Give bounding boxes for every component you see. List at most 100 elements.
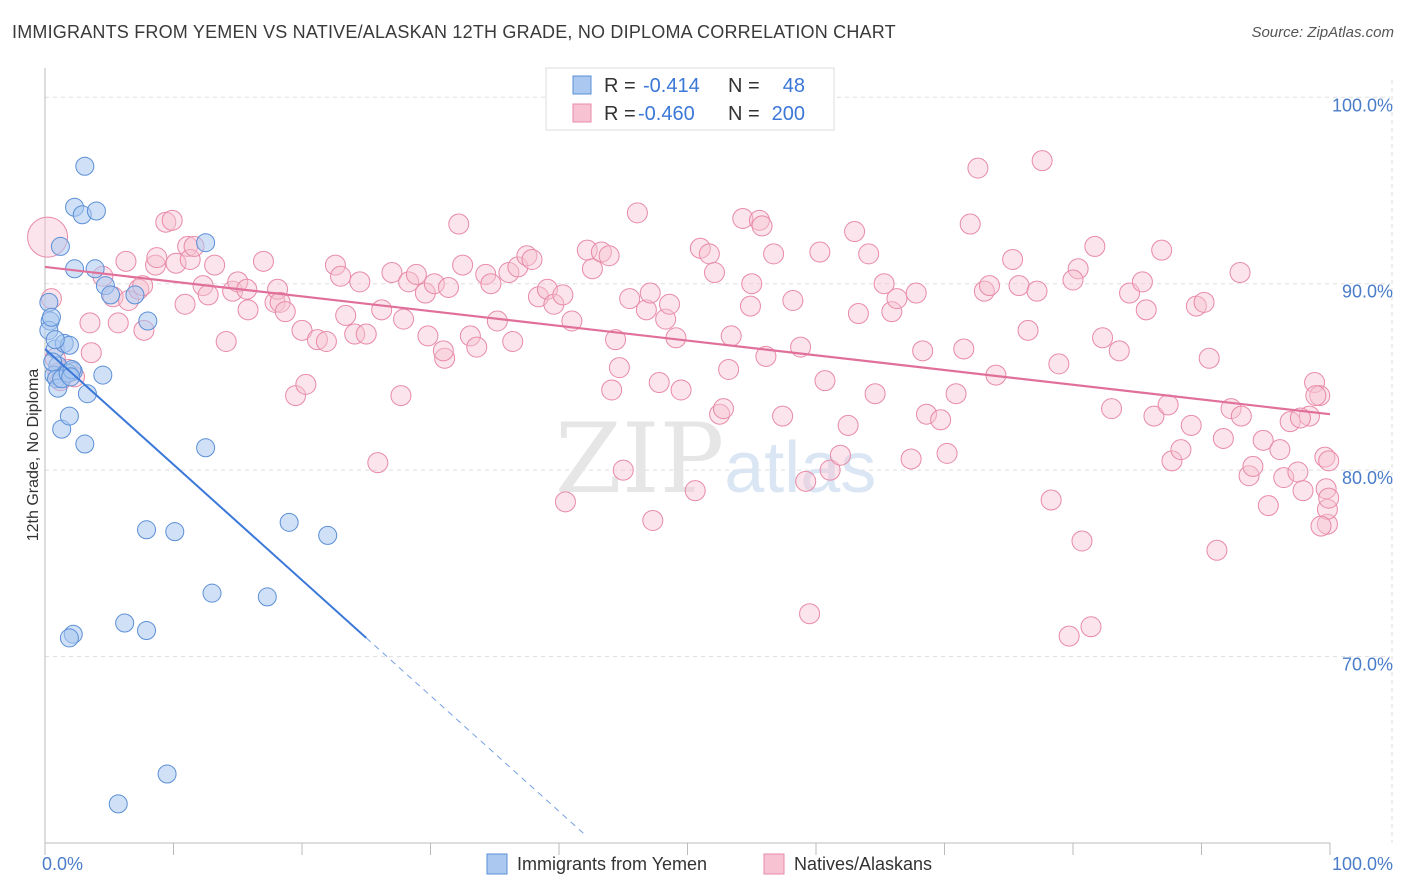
point-yemen [165,522,185,542]
point-natives [819,459,841,481]
point-natives [197,284,219,306]
point-natives [886,288,908,310]
point-natives [739,295,761,317]
point-natives [448,213,470,235]
point-yemen [137,520,157,540]
point-natives [115,250,137,272]
point-natives [912,340,934,362]
point-natives [1193,291,1215,313]
point-natives [1026,280,1048,302]
point-yemen [43,352,63,372]
point-natives [269,291,291,313]
point-yemen [77,384,97,404]
point-natives [1058,625,1080,647]
point-natives [741,273,763,295]
point-natives [772,405,794,427]
point-natives [414,282,436,304]
point-natives [146,247,168,269]
point-natives [809,241,831,263]
point-natives [916,403,938,425]
point-natives [1230,405,1252,427]
point-natives [434,347,456,369]
point-natives [1289,407,1311,429]
point-natives [417,325,439,347]
source-label: Source: ZipAtlas.com [1251,24,1394,41]
point-natives [1071,530,1093,552]
point-yemen [157,764,177,784]
legend-swatch-blue [572,75,592,95]
point-natives [486,310,508,332]
point-natives [626,202,648,224]
point-natives [398,271,420,293]
point-natives [635,299,657,321]
point-yemen [41,307,61,327]
point-natives [648,372,670,394]
point-natives [930,409,952,431]
point-natives [837,414,859,436]
point-natives [459,325,481,347]
point-natives [107,312,129,334]
point-yemen [196,438,216,458]
point-yemen [138,311,158,331]
point-natives [1101,398,1123,420]
y-tick-label: 80.0% [1342,468,1393,488]
point-natives [763,243,785,265]
point-natives [145,254,167,276]
point-natives [291,319,313,341]
watermark: ZIPatlas [555,403,876,515]
legend-r-value: -0.414 [643,75,700,97]
point-natives [393,308,415,330]
natives-series [27,109,1340,647]
point-yemen [108,794,128,814]
point-natives [335,304,357,326]
point-natives [381,262,403,284]
point-yemen [115,613,135,633]
point-natives [1017,319,1039,341]
point-natives [174,293,196,315]
point-natives [782,289,804,311]
point-natives [642,509,664,531]
point-natives [1151,239,1173,261]
point-natives [718,358,740,380]
point-natives [543,293,565,315]
point-natives [598,245,620,267]
point-natives [978,275,1000,297]
legend-swatch-blue [486,853,508,875]
point-natives [432,340,454,362]
legend-label-yemen: Immigrants from Yemen [517,854,707,874]
point-natives [873,273,895,295]
legend-bottom: Immigrants from Yemen Natives/Alaskans [486,853,932,875]
legend-swatch-pink [572,103,592,123]
point-natives [720,325,742,347]
point-yemen [45,330,65,350]
point-natives [639,282,661,304]
point-natives [237,299,259,321]
legend-top: R = -0.414 N = 48 R = -0.460 N = 200 [545,67,835,131]
trendline-yemen-extrapolated [365,637,586,835]
legend-r-label: R = [604,75,636,97]
point-yemen [75,156,95,176]
point-natives [1135,299,1157,321]
point-natives [1252,429,1274,451]
point-natives [748,209,770,231]
point-natives [349,271,371,293]
point-yemen [318,525,338,545]
x-tick-label: 100.0% [1332,854,1393,874]
point-natives [684,480,706,502]
point-natives [945,383,967,405]
point-natives [1067,258,1089,280]
point-natives [1062,269,1084,291]
point-natives [215,331,237,353]
point-natives [1008,275,1030,297]
legend-box [545,67,835,131]
point-natives [905,282,927,304]
legend-n-label: N = [728,103,760,125]
point-natives [1206,539,1228,561]
point-natives [799,603,821,625]
point-natives [165,252,187,274]
point-natives [227,271,249,293]
point-natives [1314,446,1336,468]
point-natives [1161,450,1183,472]
trendline-yemen [44,348,367,639]
